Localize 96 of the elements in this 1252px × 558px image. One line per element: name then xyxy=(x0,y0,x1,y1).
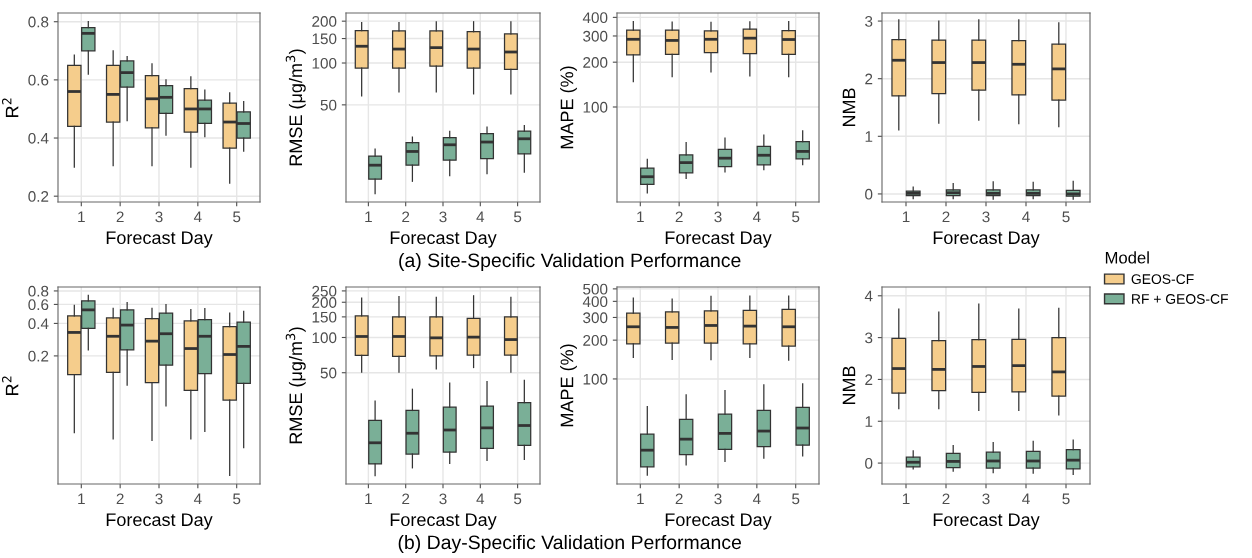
x-tick-label: 3 xyxy=(439,493,447,505)
x-tick-label: 3 xyxy=(714,211,722,223)
x-tick-label: 3 xyxy=(982,493,990,505)
x-tick-label: 1 xyxy=(78,211,85,223)
x-tick-label: 2 xyxy=(942,493,950,505)
y-tick-label: 300 xyxy=(583,30,608,42)
y-axis-title: MAPE (%) xyxy=(560,66,577,149)
x-tick-label: 3 xyxy=(155,211,163,223)
x-axis-title: Forecast Day xyxy=(106,513,213,530)
legend-title: Model xyxy=(1105,251,1149,264)
y-tick-label: 100 xyxy=(583,373,608,385)
x-tick-label: 1 xyxy=(365,211,372,223)
x-axis-title: Forecast Day xyxy=(390,513,497,530)
x-tick-label: 3 xyxy=(155,493,163,505)
y-tick-label: 400 xyxy=(582,296,608,308)
y-tick-label: 0 xyxy=(865,188,873,200)
x-tick-label: 4 xyxy=(1022,211,1030,223)
text: (b) Day-Specific Validation Performance xyxy=(398,534,741,554)
x-axis-title: Forecast Day xyxy=(665,231,772,248)
x-tick-label: 5 xyxy=(233,211,241,223)
y-axis-title: RMSE (μg/m$^{3}$) xyxy=(285,49,306,166)
y-tick-label: 250 xyxy=(312,285,337,297)
x-tick-label: 1 xyxy=(902,493,910,505)
x-tick-label: 2 xyxy=(675,493,683,505)
x-tick-label: 5 xyxy=(1062,493,1070,505)
x-tick-label: 4 xyxy=(476,211,485,223)
x-tick-label: 5 xyxy=(792,211,800,223)
x-tick-label: 2 xyxy=(675,211,683,223)
x-tick-label: 4 xyxy=(476,493,485,505)
y-tick-label: 100 xyxy=(583,101,608,113)
y-tick-label: 0.4 xyxy=(28,318,49,330)
x-tick-label: 2 xyxy=(942,211,950,223)
x-axis-title: Forecast Day xyxy=(106,231,213,248)
x-tick-label: 3 xyxy=(439,211,447,223)
x-tick-label: 5 xyxy=(233,493,241,505)
legend-label: RF + GEOS-CF xyxy=(1132,294,1228,304)
legend-label: GEOS-CF xyxy=(1131,274,1194,285)
x-axis-title: Forecast Day xyxy=(933,513,1040,530)
y-tick-label: 2 xyxy=(865,73,873,85)
y-axis-title: R$^{2}$ xyxy=(2,376,19,395)
y-axis-title: R$^{2}$ xyxy=(2,98,19,117)
x-tick-label: 1 xyxy=(78,493,85,505)
y-axis-title: NMB xyxy=(842,88,856,127)
x-tick-label: 5 xyxy=(513,493,522,505)
x-tick-label: 2 xyxy=(116,493,124,505)
y-tick-label: 200 xyxy=(583,335,608,346)
y-tick-label: 100 xyxy=(312,332,337,344)
x-axis-title: Forecast Day xyxy=(665,513,772,530)
y-tick-label: 100 xyxy=(312,57,337,69)
x-tick-label: 1 xyxy=(365,493,372,505)
y-tick-label: 2 xyxy=(865,374,873,385)
y-tick-label: 3 xyxy=(865,332,873,344)
y-tick-label: 3 xyxy=(865,15,873,27)
x-tick-label: 5 xyxy=(513,211,522,223)
x-axis-title: Forecast Day xyxy=(933,231,1040,248)
x-tick-label: 2 xyxy=(402,493,410,505)
y-tick-label: 500 xyxy=(583,283,608,295)
y-tick-label: 0.8 xyxy=(28,16,49,28)
text: (a) Site-Specific Validation Performance xyxy=(399,252,741,272)
x-tick-label: 5 xyxy=(792,493,800,505)
y-tick-label: 150 xyxy=(312,311,337,323)
y-tick-label: 150 xyxy=(312,33,337,45)
y-axis-title: RMSE (μg/m$^{3}$) xyxy=(285,327,306,444)
x-tick-label: 4 xyxy=(193,211,202,223)
x-tick-label: 4 xyxy=(752,211,761,223)
y-tick-label: 0.6 xyxy=(28,74,49,86)
y-tick-label: 50 xyxy=(320,367,337,379)
x-tick-label: 3 xyxy=(714,493,722,505)
y-tick-label: 1 xyxy=(865,131,873,142)
x-tick-label: 1 xyxy=(637,211,644,223)
y-tick-label: 200 xyxy=(583,57,608,68)
y-tick-label: 200 xyxy=(312,297,337,308)
x-tick-label: 5 xyxy=(1062,211,1070,223)
y-tick-label: 4 xyxy=(864,290,873,302)
y-tick-label: 1 xyxy=(865,416,873,427)
y-tick-label: 0.4 xyxy=(28,132,49,144)
x-tick-label: 4 xyxy=(1022,493,1030,505)
x-tick-label: 2 xyxy=(402,211,410,223)
y-tick-label: 300 xyxy=(583,312,608,324)
y-axis-title: MAPE (%) xyxy=(560,344,577,427)
y-tick-label: 0.2 xyxy=(28,350,49,362)
y-tick-label: 0.6 xyxy=(28,299,49,311)
y-axis-title: NMB xyxy=(842,366,856,405)
x-tick-label: 3 xyxy=(982,211,990,223)
x-tick-label: 1 xyxy=(902,211,910,223)
x-axis-title: Forecast Day xyxy=(390,231,497,248)
x-tick-label: 2 xyxy=(116,211,124,223)
y-tick-label: 0.2 xyxy=(28,191,49,202)
x-tick-label: 4 xyxy=(752,493,761,505)
y-tick-label: 400 xyxy=(582,12,608,24)
x-tick-label: 1 xyxy=(637,493,644,505)
x-tick-label: 4 xyxy=(193,493,202,505)
y-tick-label: 50 xyxy=(320,99,337,111)
y-tick-label: 0.8 xyxy=(28,285,49,297)
y-tick-label: 0 xyxy=(865,457,873,469)
y-tick-label: 200 xyxy=(312,16,337,27)
